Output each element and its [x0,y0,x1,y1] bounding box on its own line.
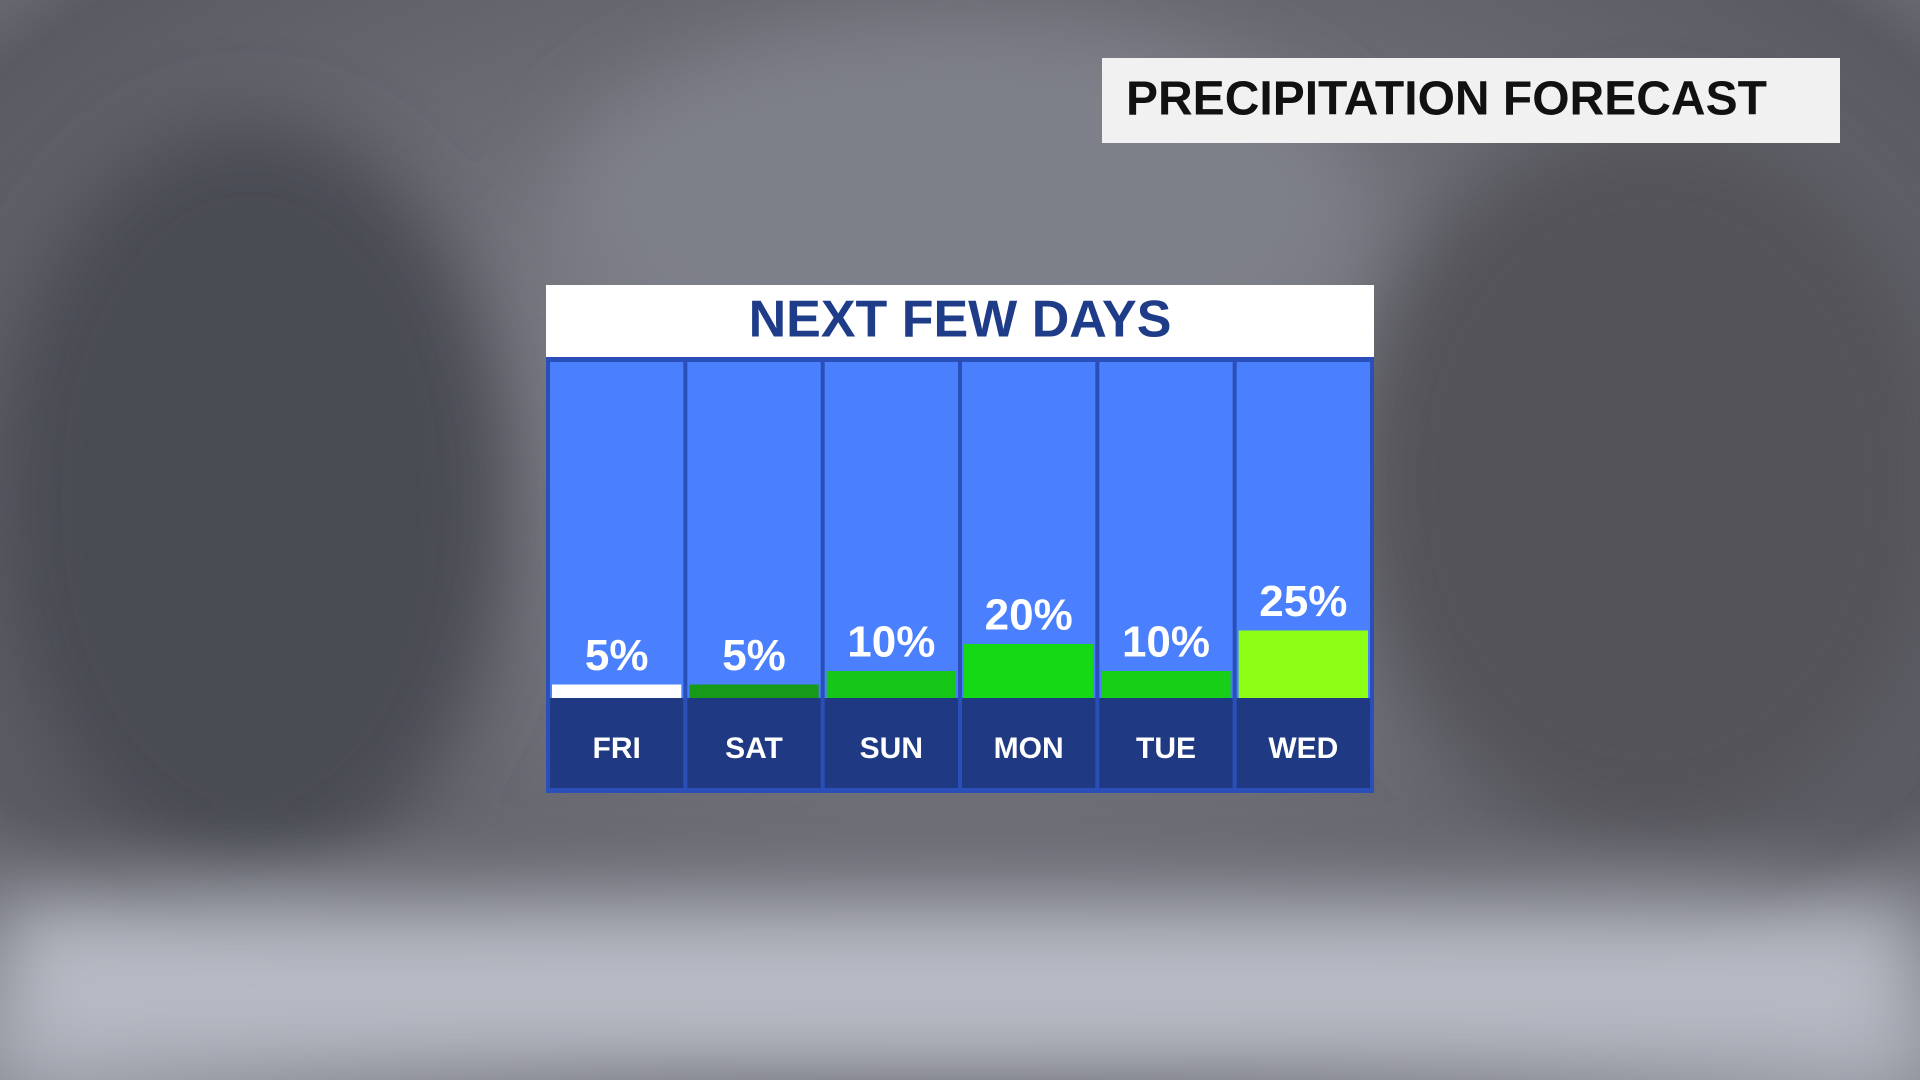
column [687,362,821,698]
chart: NEXT FEW DAYS FRI 5% SAT 5% SUN 10% MON 20% TUE 1… [546,285,1374,793]
column [1099,362,1233,698]
column [824,362,958,698]
chart-panel [546,285,1374,793]
bar [964,644,1094,698]
day-cell [1236,698,1370,788]
bar [826,671,956,698]
bar [552,684,682,698]
day-cell [550,698,684,788]
title-box [1102,58,1840,143]
chart-header [546,285,1374,357]
value-label: 25% [1259,577,1347,626]
chart-title: NEXT FEW DAYS [749,291,1172,349]
value-label: 10% [847,618,935,667]
x-tick-label: SUN [860,732,923,765]
x-tick-label: FRI [593,732,641,765]
column [962,362,1096,698]
day-cell [824,698,958,788]
page-title: PRECIPITATION FORECAST [1126,73,1767,126]
x-tick-label: MON [994,732,1064,765]
day-cell [962,698,1096,788]
x-tick-label: TUE [1136,732,1196,765]
background-blur [0,20,1920,1080]
value-label: 10% [1122,618,1210,667]
day-cell [1099,698,1233,788]
bar [689,684,819,698]
x-tick-label: SAT [725,732,783,765]
value-label: 20% [985,591,1073,640]
column [550,362,684,698]
bar [1101,671,1231,698]
value-label: 5% [722,631,786,680]
bar [1238,630,1368,698]
x-tick-label: WED [1268,732,1338,765]
day-cell [687,698,821,788]
value-label: 5% [585,631,649,680]
